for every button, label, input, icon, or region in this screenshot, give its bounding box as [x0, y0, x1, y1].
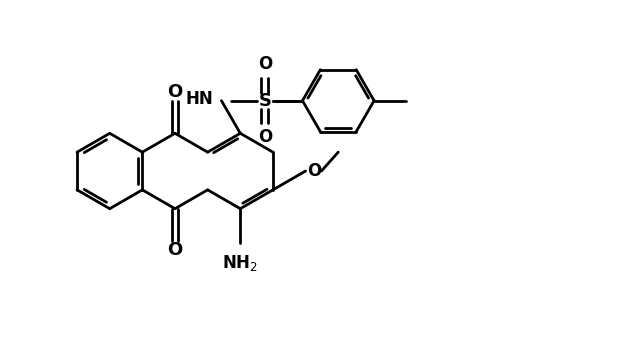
Text: O: O	[258, 56, 272, 73]
Text: O: O	[168, 83, 182, 101]
Text: NH$_2$: NH$_2$	[223, 252, 258, 273]
Text: O: O	[307, 162, 322, 180]
Text: S: S	[259, 92, 271, 110]
Text: O: O	[168, 241, 182, 259]
Text: HN: HN	[186, 90, 214, 108]
Text: O: O	[258, 128, 272, 146]
